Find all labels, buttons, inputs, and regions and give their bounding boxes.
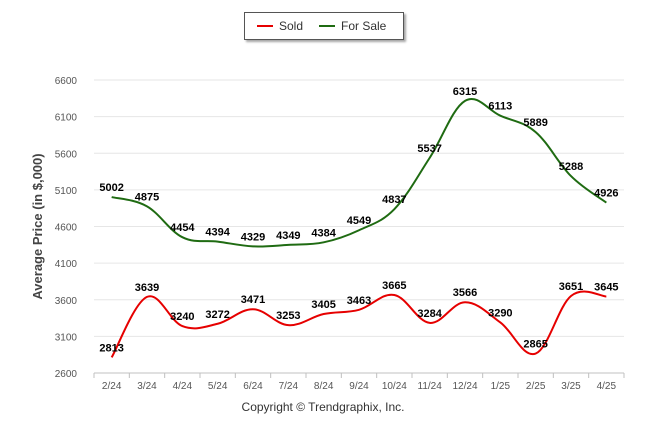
x-tick-label: 3/24 [137,381,157,392]
data-label-sold: 3290 [488,307,512,319]
y-tick-label: 6600 [55,76,78,87]
data-label-for-sale: 4837 [382,194,406,206]
data-label-sold: 3639 [135,282,159,294]
y-tick-label: 3600 [55,296,78,307]
data-label-for-sale: 4454 [170,222,195,234]
data-label-sold: 2865 [523,339,547,351]
x-tick-label: 2/25 [526,381,546,392]
legend-label-for-sale: For Sale [341,19,387,33]
data-label-for-sale: 4926 [594,188,618,200]
data-label-for-sale: 6113 [488,101,512,113]
x-tick-label: 10/24 [382,381,407,392]
legend-item-sold[interactable]: Sold [257,13,303,39]
y-tick-label: 3100 [55,332,78,343]
y-tick-label: 5100 [55,186,78,197]
x-tick-label: 3/25 [561,381,581,392]
series-line-sold [110,290,607,358]
data-label-sold: 3284 [417,308,442,320]
y-axis-title: Average Price (in $,000) [30,153,45,299]
x-tick-label: 7/24 [279,381,299,392]
y-tick-label: 6100 [55,113,78,124]
y-tick-label: 4600 [55,223,78,234]
legend-swatch-for-sale [319,25,335,27]
x-tick-label: 8/24 [314,381,334,392]
legend-item-for-sale[interactable]: For Sale [319,13,386,39]
data-label-sold: 2813 [99,342,123,354]
data-label-sold: 3272 [205,309,229,321]
data-label-sold: 3463 [347,295,371,307]
data-label-for-sale: 4549 [347,215,371,227]
legend-label-sold: Sold [279,19,304,33]
x-tick-label: 2/24 [102,381,122,392]
data-label-for-sale: 4394 [205,227,230,239]
series-line-for-sale [111,98,607,248]
x-tick-label: 9/24 [349,381,369,392]
data-label-for-sale: 5889 [523,117,547,129]
data-label-sold: 3471 [241,294,265,306]
y-tick-label: 5600 [55,149,78,160]
y-tick-label: 2600 [55,369,78,380]
data-label-sold: 3651 [559,281,583,293]
data-label-sold: 3405 [311,299,335,311]
y-tick-label: 4100 [55,259,78,270]
x-tick-label: 4/25 [597,381,617,392]
x-tick-label: 11/24 [418,381,443,392]
data-label-sold: 3665 [382,280,406,292]
data-label-for-sale: 5288 [559,161,583,173]
data-label-for-sale: 4875 [135,191,159,203]
x-tick-label: 4/24 [173,381,193,392]
data-label-for-sale: 4349 [276,230,300,242]
x-tick-label: 1/25 [491,381,511,392]
data-label-sold: 3566 [453,287,477,299]
legend-swatch-sold [257,25,273,27]
data-label-for-sale: 4329 [241,231,265,243]
x-tick-label: 6/24 [243,381,263,392]
legend: Sold For Sale [244,12,404,40]
data-label-sold: 3645 [594,281,618,293]
data-label-for-sale: 5002 [99,182,123,194]
x-tick-label: 12/24 [452,381,477,392]
data-label-for-sale: 6315 [453,86,477,98]
data-label-for-sale: 5537 [417,143,441,155]
data-label-for-sale: 4384 [311,227,336,239]
data-label-sold: 3253 [276,310,300,322]
data-label-sold: 3240 [170,311,194,323]
x-tick-label: 5/24 [208,381,228,392]
copyright-footer: Copyright © Trendgraphix, Inc. [241,400,405,414]
